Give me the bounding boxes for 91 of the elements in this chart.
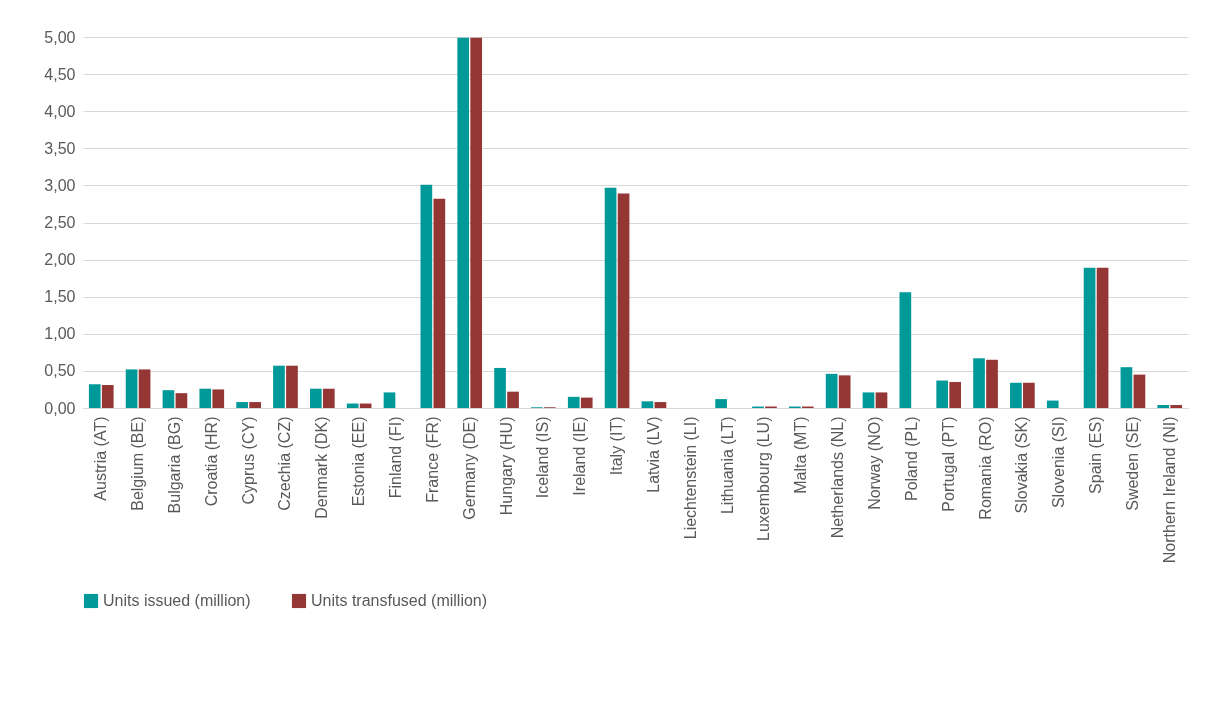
bar [1010, 382, 1022, 408]
bar [359, 403, 372, 408]
bar [567, 396, 580, 408]
bar [899, 292, 912, 408]
bar [862, 392, 875, 408]
bar [715, 399, 727, 408]
bar [1046, 400, 1059, 408]
y-tick-label: 0,00 [44, 399, 76, 417]
y-tick-label: 1,50 [44, 288, 76, 306]
legend-label: Units transfused (million) [311, 592, 488, 609]
x-tick-label: Netherlands (NL) [829, 416, 847, 539]
bar [1133, 374, 1146, 408]
x-tick-label: Hungary (HU) [497, 416, 515, 516]
y-tick-label: 2,00 [44, 251, 76, 269]
bar [654, 402, 667, 408]
y-tick-label: 1,00 [44, 325, 76, 343]
x-tick-label: Iceland (IS) [534, 416, 552, 499]
bar [875, 392, 888, 408]
bar [162, 390, 175, 408]
x-tick-label: Sweden (SE) [1123, 416, 1141, 511]
y-tick-label: 0,50 [44, 362, 76, 380]
bar [507, 391, 519, 408]
y-tick-label: 3,00 [44, 176, 76, 194]
x-tick-label: Slovenia (SI) [1050, 416, 1068, 509]
x-tick-label: France (FR) [423, 416, 441, 503]
x-tick-label: Bulgaria (BG) [165, 416, 183, 514]
bar [1157, 405, 1170, 408]
x-tick-label: Czechia (CZ) [276, 416, 294, 511]
bar [617, 193, 630, 408]
x-tick-label: Norway (NO) [866, 416, 883, 510]
x-tick-label: Portugal (PT) [939, 416, 957, 512]
bar [973, 358, 985, 408]
x-tick-label: Belgium (BE) [129, 416, 147, 511]
bar [936, 380, 949, 408]
bar [249, 402, 261, 408]
bar [1096, 267, 1109, 408]
bar [199, 388, 212, 408]
bar [346, 403, 359, 408]
bar [1170, 405, 1183, 408]
x-tick-label: Slovakia (SK) [1013, 416, 1031, 514]
bar [1023, 382, 1035, 408]
bar [1083, 267, 1096, 408]
x-tick-label: Cyprus (CY) [239, 416, 257, 505]
bar [383, 392, 396, 408]
x-tick-label: Malta (MT) [792, 416, 810, 494]
x-tick-label: Ireland (IE) [571, 416, 589, 496]
bar [470, 37, 483, 408]
bar [949, 382, 962, 408]
x-tick-label: Germany (DE) [460, 416, 478, 520]
bar [309, 388, 322, 408]
bar [236, 402, 248, 408]
bar [101, 385, 114, 408]
x-tick-label: Poland (PL) [902, 416, 920, 501]
bar [494, 367, 506, 408]
bar [286, 365, 298, 408]
bar [580, 397, 593, 408]
y-tick-label: 3,50 [44, 139, 76, 157]
x-tick-label: Romania (RO) [976, 416, 994, 520]
bar [125, 369, 138, 408]
bar [138, 369, 151, 408]
y-tick-label: 4,00 [44, 102, 76, 120]
x-tick-label: Estonia (EE) [350, 416, 368, 507]
bar [212, 389, 225, 408]
bar [825, 373, 838, 408]
x-tick-label: Latvia (LV) [644, 416, 662, 493]
bar [641, 401, 654, 408]
bar [420, 184, 433, 408]
x-tick-label: Croatia (HR) [202, 416, 220, 507]
bar [838, 375, 851, 408]
bar [433, 198, 446, 408]
legend-label: Units issued (million) [103, 592, 251, 609]
bar [322, 388, 335, 408]
x-tick-label: Northern Ireland (NI) [1160, 416, 1178, 564]
bar [457, 37, 470, 408]
bar [604, 187, 617, 408]
y-tick-label: 2,50 [44, 214, 76, 231]
x-tick-label: Spain (ES) [1087, 416, 1105, 494]
bar [986, 359, 998, 408]
bar [175, 393, 188, 408]
bar [273, 365, 285, 408]
bar [88, 384, 101, 408]
y-tick-label: 5,00 [44, 28, 76, 46]
x-tick-label: Italy (IT) [608, 416, 626, 476]
x-tick-label: Denmark (DK) [313, 416, 331, 519]
x-tick-label: Lithuania (LT) [718, 416, 736, 515]
x-tick-label: Austria (AT) [92, 416, 110, 501]
bar [1120, 367, 1133, 408]
y-tick-label: 4,50 [44, 65, 76, 83]
x-tick-label: Liechtenstein (LI) [681, 416, 699, 540]
x-tick-label: Luxembourg (LU) [755, 416, 773, 541]
x-tick-label: Finland (FI) [387, 416, 404, 499]
